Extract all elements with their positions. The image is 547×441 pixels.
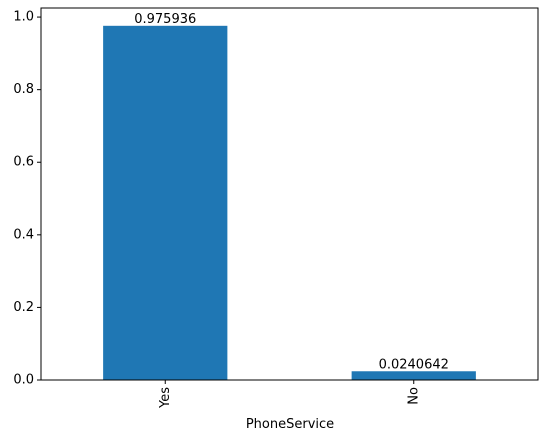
y-tick-label: 0.6	[13, 155, 34, 170]
x-axis-label: PhoneService	[246, 417, 334, 432]
y-tick-label: 0.4	[13, 227, 34, 242]
plot-area: 0.975936 Yes 0.0240642 No 0.0 0.2 0.4 0.6 0.8 1.0	[13, 7, 539, 409]
y-tick-label: 1.0	[13, 10, 34, 25]
bar-no	[351, 371, 476, 380]
y-tick-label: 0.2	[13, 300, 34, 315]
y-tick-label: 0.0	[13, 373, 34, 388]
axes-frame	[40, 7, 539, 381]
y-tick-label: 0.8	[13, 82, 34, 97]
data-label-no: 0.0240642	[379, 357, 449, 372]
data-label-yes: 0.975936	[134, 12, 196, 27]
x-tick-label-no: No	[406, 387, 421, 405]
bar-yes	[103, 25, 228, 381]
x-tick-label-yes: Yes	[158, 387, 173, 409]
